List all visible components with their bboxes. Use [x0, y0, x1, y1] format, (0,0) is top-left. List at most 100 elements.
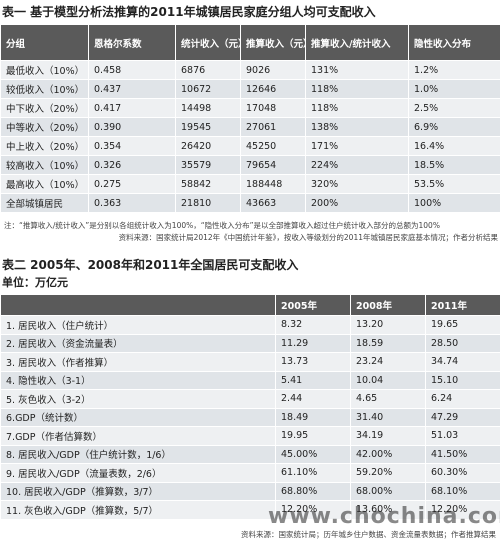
header-cell: 推算收入（元）	[240, 24, 306, 61]
table-cell: 0.390	[88, 117, 176, 137]
table-cell: 11. 灰色收入/GDP（推算数，5/7）	[0, 500, 276, 520]
table-cell: 43663	[240, 193, 306, 213]
table-cell: 7.GDP（作者估算数）	[0, 426, 276, 446]
table-cell: 42.00%	[350, 444, 426, 464]
table1-source: 资料来源：国家统计局2012年《中国统计年鉴》，按收入等级划分的2011年城镇居…	[118, 233, 498, 242]
table-cell: 11.29	[275, 333, 351, 353]
table-cell: 188448	[240, 174, 306, 194]
table-cell: 1.0%	[408, 79, 500, 99]
table-cell: 19.95	[275, 426, 351, 446]
table-cell: 10. 居民收入/GDP（推算数，3/7）	[0, 481, 276, 501]
table-cell: 19.65	[425, 315, 500, 335]
table-cell: 中下收入（20%）	[0, 98, 89, 118]
table-cell: 0.326	[88, 155, 176, 175]
table-cell: 0.437	[88, 79, 176, 99]
table-row: 中上收入（20%） 0.354 26420 45250 171% 16.4%	[0, 136, 500, 156]
table-cell: 14498	[175, 98, 241, 118]
table-row: 4. 隐性收入（3-1） 5.41 10.04 15.10	[0, 370, 500, 390]
table2-title: 表二 2005年、2008年和2011年全国居民可支配收入	[2, 258, 299, 272]
table-cell: 13.73	[275, 352, 351, 372]
table-cell: 4. 隐性收入（3-1）	[0, 370, 276, 390]
table-row: 较高收入（10%） 0.326 35579 79654 224% 18.5%	[0, 155, 500, 175]
table-row: 9. 居民收入/GDP（流量表数，2/6） 61.10% 59.20% 60.30%	[0, 463, 500, 483]
header-cell: 2011年	[425, 294, 500, 316]
table-cell: 中等收入（20%）	[0, 117, 89, 137]
table-cell: 3. 居民收入（作者推算）	[0, 352, 276, 372]
table-cell: 2.5%	[408, 98, 500, 118]
table-cell: 58842	[175, 174, 241, 194]
table-cell: 60.30%	[425, 463, 500, 483]
table-row: 8. 居民收入/GDP（住户统计数，1/6） 45.00% 42.00% 41.50%	[0, 444, 500, 464]
table-cell: 16.4%	[408, 136, 500, 156]
table2-source: 资料来源：国家统计局；历年城乡住户数据、资金流量表数据；作者推算结果	[241, 530, 496, 539]
table-cell: 26420	[175, 136, 241, 156]
header-cell: 2005年	[275, 294, 351, 316]
table-row: 1. 居民收入（住户统计） 8.32 13.20 19.65	[0, 315, 500, 335]
table-cell: 68.00%	[350, 481, 426, 501]
table-cell: 27061	[240, 117, 306, 137]
header-cell: 恩格尔系数	[88, 24, 176, 61]
table-cell: 13.20	[350, 315, 426, 335]
table1-note: 注：“推算收入/统计收入”是分别以各组统计收入为100%，“隐性收入分布”是以全…	[4, 221, 440, 230]
table-cell: 较低收入（10%）	[0, 79, 89, 99]
table-cell: 68.10%	[425, 481, 500, 501]
table-cell: 45250	[240, 136, 306, 156]
table-row: 2. 居民收入（资金流量表） 11.29 18.59 28.50	[0, 333, 500, 353]
header-cell: 推算收入/统计收入	[305, 24, 409, 61]
table-row: 6.GDP（统计数） 18.49 31.40 47.29	[0, 407, 500, 427]
table-cell: 最低收入（10%）	[0, 60, 89, 80]
table-row: 中等收入（20%） 0.390 19545 27061 138% 6.9%	[0, 117, 500, 137]
table-cell: 9026	[240, 60, 306, 80]
table-cell: 2.44	[275, 389, 351, 409]
table-row: 全部城镇居民 0.363 21810 43663 200% 100%	[0, 193, 500, 213]
table-row: 最高收入（10%） 0.275 58842 188448 320% 53.5%	[0, 174, 500, 194]
table-cell: 0.363	[88, 193, 176, 213]
table-cell: 118%	[305, 79, 409, 99]
table-cell: 2. 居民收入（资金流量表）	[0, 333, 276, 353]
table-cell: 12.20%	[425, 500, 500, 520]
table-cell: 59.20%	[350, 463, 426, 483]
table-cell: 5. 灰色收入（3-2）	[0, 389, 276, 409]
table-row: 最低收入（10%） 0.458 6876 9026 131% 1.2%	[0, 60, 500, 80]
header-cell: 分组	[0, 24, 89, 61]
table-cell: 34.74	[425, 352, 500, 372]
table-cell: 0.354	[88, 136, 176, 156]
table-cell: 18.59	[350, 333, 426, 353]
header-cell	[0, 294, 276, 316]
table-cell: 18.49	[275, 407, 351, 427]
header-cell: 2008年	[350, 294, 426, 316]
table-cell: 200%	[305, 193, 409, 213]
table-row: 3. 居民收入（作者推算） 13.73 23.24 34.74	[0, 352, 500, 372]
table-cell: 61.10%	[275, 463, 351, 483]
table-cell: 4.65	[350, 389, 426, 409]
table-cell: 8. 居民收入/GDP（住户统计数，1/6）	[0, 444, 276, 464]
table-cell: 15.10	[425, 370, 500, 390]
table-cell: 10672	[175, 79, 241, 99]
table-cell: 51.03	[425, 426, 500, 446]
table-row: 11. 灰色收入/GDP（推算数，5/7） 12.20% 13.60% 12.20%	[0, 500, 500, 520]
table-cell: 28.50	[425, 333, 500, 353]
table-row: 较低收入（10%） 0.437 10672 12646 118% 1.0%	[0, 79, 500, 99]
table-cell: 较高收入（10%）	[0, 155, 89, 175]
table2: 2005年 2008年 2011年 1. 居民收入（住户统计） 8.32 13.20 19…	[0, 294, 500, 520]
table-cell: 19545	[175, 117, 241, 137]
table-cell: 0.458	[88, 60, 176, 80]
table-cell: 1.2%	[408, 60, 500, 80]
table-row: 10. 居民收入/GDP（推算数，3/7） 68.80% 68.00% 68.10%	[0, 481, 500, 501]
table-cell: 34.19	[350, 426, 426, 446]
table-cell: 6876	[175, 60, 241, 80]
table-cell: 6.24	[425, 389, 500, 409]
table-cell: 6.9%	[408, 117, 500, 137]
header-cell: 隐性收入分布	[408, 24, 500, 61]
table-cell: 全部城镇居民	[0, 193, 89, 213]
table-cell: 138%	[305, 117, 409, 137]
table-cell: 12.20%	[275, 500, 351, 520]
table-cell: 10.04	[350, 370, 426, 390]
table-cell: 118%	[305, 98, 409, 118]
table-row: 5. 灰色收入（3-2） 2.44 4.65 6.24	[0, 389, 500, 409]
table-cell: 5.41	[275, 370, 351, 390]
table2-header: 2005年 2008年 2011年	[0, 294, 500, 316]
